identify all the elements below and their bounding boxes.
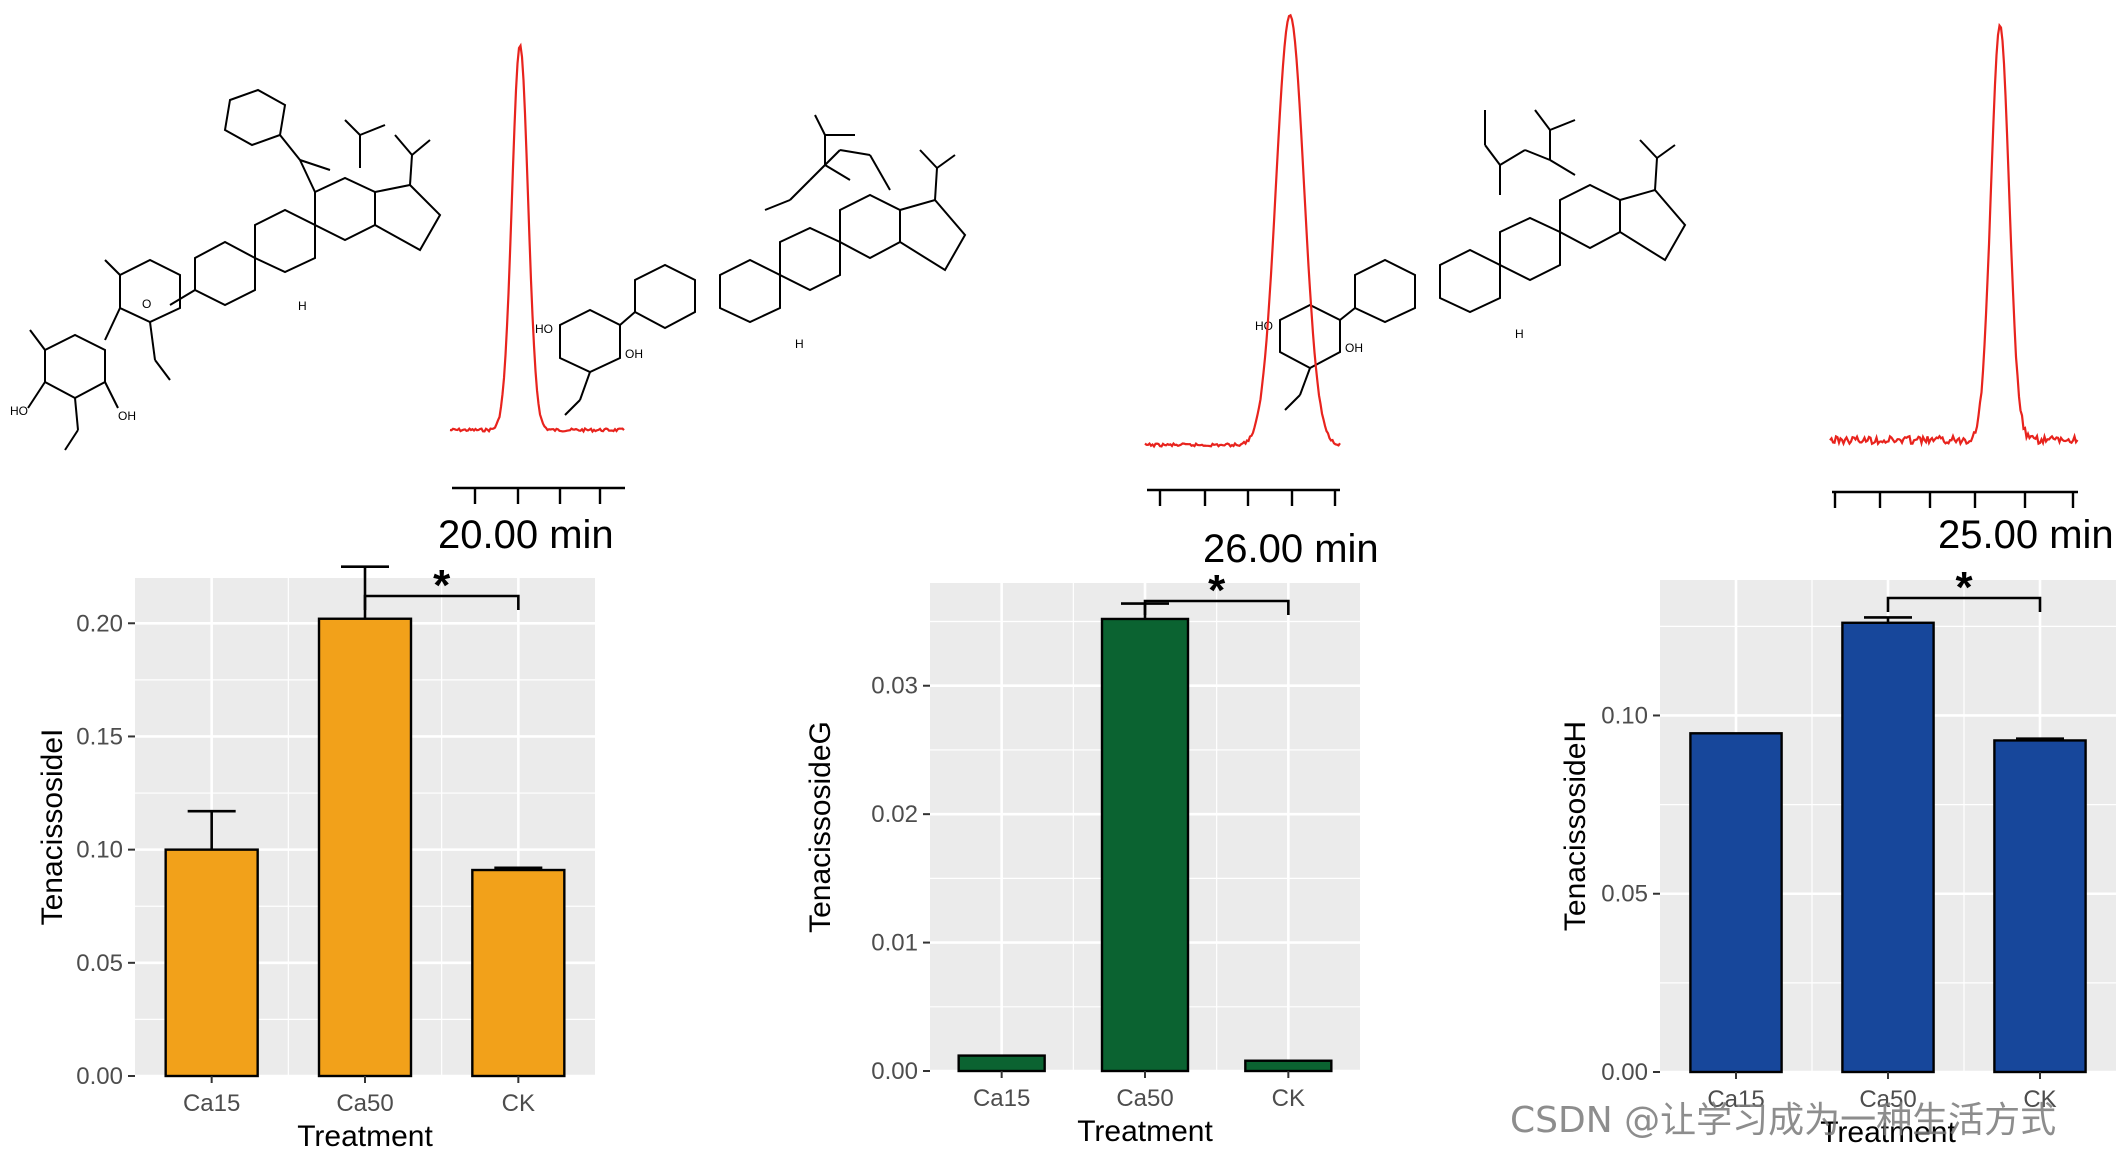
y-axis-title: TenacissosideG [804, 721, 837, 933]
retention-time-label: 20.00 min [438, 513, 614, 557]
structure-tenacissoside-h: HO OH H [1255, 109, 1687, 411]
y-tick-label: 0.10 [1601, 702, 1648, 729]
structure-oh-label: OH [1345, 341, 1363, 355]
y-tick-label: 0.10 [76, 837, 123, 864]
ring-b [254, 208, 316, 274]
y-axis-title: TenacissosideI [36, 729, 69, 926]
y-tick-label: 0.05 [76, 950, 123, 977]
chromatogram-trace [1144, 13, 1341, 449]
y-tick-label: 0.03 [871, 673, 918, 700]
x-tick-label: Ca15 [973, 1085, 1030, 1112]
y-axis-title: TenacissosideH [1559, 721, 1592, 931]
x-tick-label: CK [2023, 1086, 2056, 1113]
retention-time-label: 26.00 min [1203, 527, 1379, 571]
structure-h-label: H [1515, 327, 1524, 341]
bar-Ca15 [957, 1054, 1046, 1073]
significance-bracket [1886, 596, 2042, 612]
bar-Ca50 [1841, 621, 1935, 1074]
x-axis-title: Treatment [1077, 1115, 1213, 1148]
significance-star: * [433, 561, 451, 610]
bar-chart-2: 0.00 0.05 0.10 Ca15 Ca50 CK * Treatment Tenaciss… [1559, 563, 2116, 1149]
chromatogram-trace [1829, 22, 2079, 448]
chromatogram-1: 26.00 min [1144, 13, 1379, 571]
x-axis-title: Treatment [297, 1120, 433, 1153]
structure-ho-label: HO [535, 322, 553, 336]
y-tick-label: 0.20 [76, 610, 123, 637]
y-tick-label: 0.00 [76, 1063, 123, 1090]
x-tick-label: Ca50 [1116, 1085, 1173, 1112]
x-tick-label: Ca50 [336, 1090, 393, 1117]
structure-tenacissoside-g: HO OH H [535, 114, 967, 416]
ring-b [779, 226, 841, 292]
ring-a [194, 240, 256, 307]
structure-h-label: H [795, 337, 804, 351]
bar-Ca50 [1100, 617, 1190, 1073]
structure-o-label: O [142, 297, 151, 311]
benzene-ring [223, 88, 287, 147]
ring-c [1559, 183, 1621, 250]
bar-Ca50 [317, 617, 413, 1078]
structure-oh-label: OH [625, 347, 643, 361]
ring-d [374, 183, 442, 252]
watermark-text: CSDN @让学习成为一种生活方式 [1510, 1100, 2056, 1141]
y-tick-label: 0.02 [871, 801, 918, 828]
ring-a [719, 258, 781, 324]
structure-h-label: H [298, 299, 307, 313]
ring-d [899, 198, 967, 272]
bar-chart-layer: 0.00 0.05 0.10 0.15 0.20 Ca15 Ca50 CK * Treatment… [36, 561, 2116, 1153]
bar-CK [1244, 1059, 1333, 1073]
sugar-ring-1 [119, 258, 181, 324]
bar-Ca15 [1689, 732, 1783, 1074]
bar-CK [1993, 739, 2087, 1074]
structure-oh-label: OH [118, 409, 136, 423]
x-axis-title: Treatment [1820, 1116, 1956, 1149]
x-tick-label: Ca15 [183, 1090, 240, 1117]
x-tick-label: CK [1272, 1085, 1305, 1112]
x-tick-label: Ca15 [1707, 1086, 1764, 1113]
ring-a [1439, 248, 1501, 314]
bar-chart-0: 0.00 0.05 0.10 0.15 0.20 Ca15 Ca50 CK * Treatment… [36, 561, 595, 1153]
significance-bracket [1143, 599, 1290, 615]
retention-time-label: 25.00 min [1938, 513, 2114, 557]
ring-b [1499, 216, 1561, 282]
significance-star: * [1955, 563, 1973, 612]
structure-ho-label: HO [10, 404, 28, 418]
sugar-ring-2 [44, 333, 106, 400]
x-tick-label: Ca50 [1859, 1086, 1916, 1113]
y-tick-label: 0.00 [1601, 1059, 1648, 1086]
significance-bracket [363, 594, 520, 610]
chromatogram-0: 20.00 min [438, 42, 625, 557]
ring-c [314, 176, 376, 242]
bar-Ca15 [164, 848, 259, 1078]
x-tick-label: CK [502, 1090, 535, 1117]
structure-ho-label: HO [1255, 319, 1273, 333]
structure-tenacissoside-i: O HO OH H [10, 88, 442, 451]
y-tick-label: 0.01 [871, 930, 918, 957]
sugar-ring-2 [559, 308, 621, 374]
chromatogram-trace [449, 42, 625, 434]
sugar-ring-1 [634, 263, 696, 330]
bar-CK [471, 868, 566, 1078]
sugar-ring-1 [1354, 258, 1416, 324]
y-tick-label: 0.15 [76, 723, 123, 750]
y-tick-label: 0.00 [871, 1058, 918, 1085]
y-tick-label: 0.05 [1601, 881, 1648, 908]
bar-chart-1: 0.00 0.01 0.02 0.03 Ca15 Ca50 CK * Treatment Tena… [804, 566, 1360, 1148]
ring-c [839, 193, 901, 260]
chromatogram-layer: 20.00 min 26.00 min 25.00 min [438, 13, 2114, 571]
chromatogram-2: 25.00 min [1829, 22, 2114, 557]
significance-star: * [1208, 566, 1226, 615]
ring-d [1619, 188, 1687, 262]
sugar-ring-2 [1279, 303, 1341, 370]
